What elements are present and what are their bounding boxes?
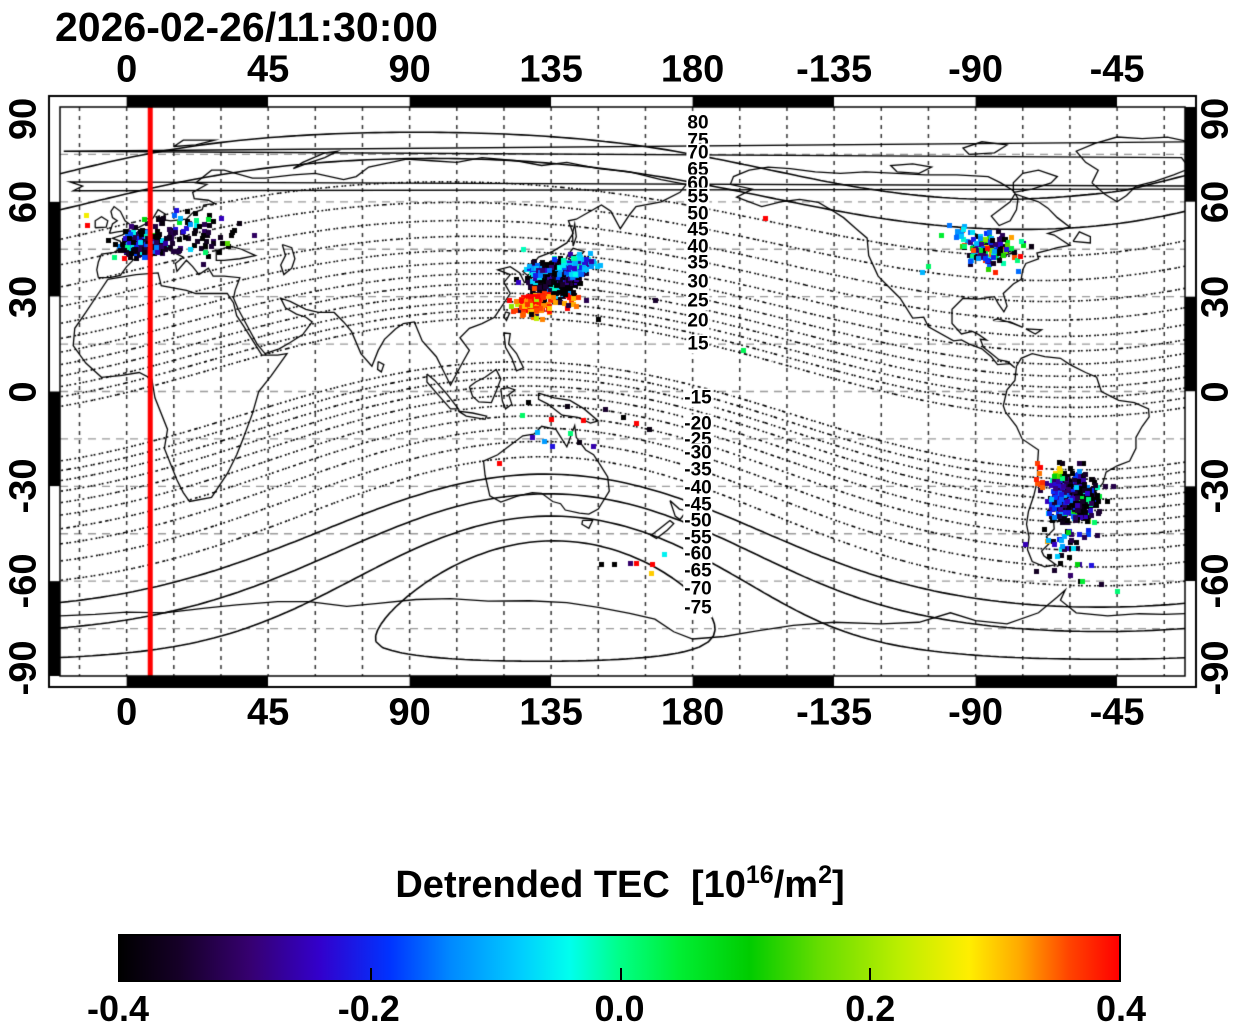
- x-axis-tick-top: -90: [948, 48, 1004, 91]
- x-axis-tick-bottom: 45: [247, 691, 290, 734]
- colorbar-tick: [869, 968, 872, 980]
- contour-label: 25: [686, 290, 710, 312]
- contour-label: -15: [683, 387, 713, 409]
- x-axis-tick-top: 90: [388, 48, 431, 91]
- x-axis-tick-bottom: 90: [388, 691, 431, 734]
- colorbar-title-exp1: 16: [745, 861, 774, 890]
- colorbar-tick: [369, 968, 372, 980]
- colorbar-tick: [619, 968, 622, 980]
- y-axis-tick-right: 60: [1194, 180, 1237, 223]
- contour-label: 20: [686, 310, 710, 332]
- contour-label: -55: [683, 527, 713, 549]
- contour-label: -45: [683, 494, 713, 516]
- x-axis-tick-bottom: 180: [660, 691, 725, 734]
- y-axis-tick-right: 0: [1194, 380, 1237, 403]
- x-axis-tick-bottom: -90: [948, 691, 1004, 734]
- contour-label: 40: [686, 236, 710, 258]
- colorbar-title-base2: /m: [773, 863, 819, 906]
- contour-label: 30: [686, 271, 710, 293]
- x-axis-tick-bottom: 135: [519, 691, 583, 734]
- y-axis-tick-right: -60: [1194, 553, 1237, 609]
- contour-label: -35: [683, 459, 713, 481]
- y-axis-tick-right: -30: [1194, 458, 1237, 514]
- colorbar-tick-label: -0.4: [86, 988, 150, 1024]
- x-axis-tick-top: 135: [519, 48, 583, 91]
- y-axis-tick-left: -90: [2, 640, 45, 696]
- x-axis-tick-bottom: -45: [1089, 691, 1145, 734]
- contour-label: 55: [686, 186, 710, 208]
- y-axis-tick-left: 90: [2, 97, 45, 141]
- y-axis-tick-right: -90: [1194, 640, 1237, 696]
- contour-label: -50: [683, 510, 713, 532]
- contour-label: 45: [686, 219, 710, 241]
- contour-label: 70: [686, 142, 710, 164]
- y-axis-tick-left: 60: [2, 180, 45, 223]
- y-axis-tick-left: -30: [2, 458, 45, 514]
- contour-label: -75: [683, 597, 713, 619]
- contour-label: 80: [686, 112, 710, 134]
- y-axis-tick-left: -60: [2, 553, 45, 609]
- colorbar-title: Detrended TEC [1016/m2]: [395, 861, 844, 907]
- x-axis-tick-top: -45: [1089, 48, 1145, 91]
- colorbar-tick-label: 0.2: [845, 988, 896, 1024]
- x-axis-tick-bottom: -135: [796, 691, 873, 734]
- y-axis-tick-right: 90: [1194, 97, 1237, 141]
- x-axis-tick-top: 0: [116, 48, 138, 91]
- colorbar-tick-label: 0.0: [594, 988, 645, 1024]
- contour-label: 15: [686, 333, 710, 355]
- contour-label: 50: [686, 203, 710, 225]
- world-map-canvas: [0, 0, 1240, 780]
- colorbar-tick-label: -0.2: [337, 988, 400, 1024]
- contour-label: -65: [683, 560, 713, 582]
- contour-label: -40: [683, 477, 713, 499]
- colorbar-title-base1: Detrended TEC [10: [395, 863, 746, 906]
- colorbar-gradient: [118, 934, 1121, 982]
- y-axis-tick-left: 30: [2, 275, 45, 318]
- contour-label: -30: [683, 442, 713, 464]
- x-axis-tick-top: -135: [796, 48, 873, 91]
- colorbar-title-exp2: 2: [818, 861, 832, 890]
- colorbar-tick-label: 0.4: [1095, 988, 1147, 1024]
- x-axis-tick-top: 45: [247, 48, 290, 91]
- x-axis-tick-bottom: 0: [116, 691, 138, 734]
- plot-title: 2026-02-26/11:30:00: [55, 4, 438, 50]
- contour-label: -60: [683, 543, 713, 565]
- colorbar-title-base3: ]: [831, 863, 845, 906]
- contour-label: -20: [683, 413, 713, 435]
- contour-label: -70: [683, 578, 713, 600]
- x-axis-tick-top: 180: [660, 48, 725, 91]
- y-axis-tick-right: 30: [1194, 275, 1237, 318]
- y-axis-tick-left: 0: [2, 380, 45, 403]
- contour-label: 35: [686, 252, 710, 274]
